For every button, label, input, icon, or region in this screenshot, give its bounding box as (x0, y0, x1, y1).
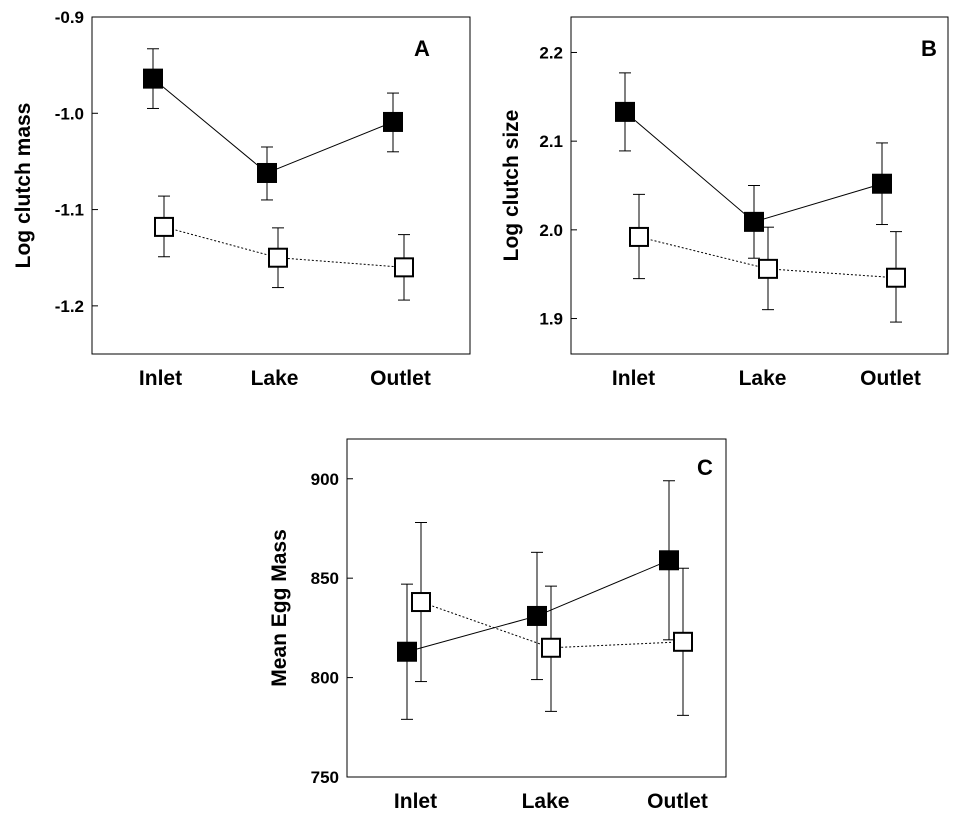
x-category-label: Outlet (647, 790, 708, 813)
x-category-label: Outlet (370, 367, 431, 390)
x-category-label: Inlet (394, 790, 437, 813)
y-tick-label: 800 (311, 669, 339, 688)
panel-letter: B (921, 36, 937, 61)
open-square-marker (541, 637, 561, 658)
filled-square-marker (872, 173, 892, 194)
open-square-marker (394, 257, 414, 278)
series-filled (615, 72, 892, 259)
x-category-label: Lake (522, 790, 570, 813)
panel-a: -0.9 -1.0 -1.1 -1.2 Inlet Lake Outlet Log clutc… (12, 8, 471, 390)
x-category-label: Inlet (139, 367, 182, 390)
y-axis-title: Log clutch size (500, 110, 523, 262)
open-square-marker (758, 258, 778, 279)
series-open (629, 193, 906, 323)
y-tick-label: 850 (311, 569, 339, 588)
filled-square-marker (659, 550, 679, 571)
filled-square-marker (143, 68, 163, 89)
y-tick-label: 2.2 (539, 43, 563, 62)
open-square-marker (268, 247, 288, 268)
filled-square-marker (527, 605, 547, 626)
y-tick-label: -1.1 (55, 201, 84, 220)
x-category-label: Outlet (860, 367, 921, 390)
series-filled (143, 48, 403, 201)
filled-square-marker (615, 101, 635, 122)
open-square-marker (154, 216, 174, 237)
panel-c: 900 850 800 750 Inlet Lake Outlet Mean Egg Mass… (268, 438, 727, 813)
filled-square-marker (397, 641, 417, 662)
open-square-marker (629, 226, 649, 247)
y-axis-title: Log clutch mass (12, 103, 35, 269)
panel-letter: A (414, 36, 430, 61)
y-tick-label: 2.1 (539, 132, 563, 151)
filled-square-marker (383, 111, 403, 132)
x-category-label: Lake (251, 367, 299, 390)
y-tick-label: 2.0 (539, 221, 563, 240)
series-filled (397, 480, 679, 720)
plot-frame (570, 16, 949, 355)
x-category-label: Inlet (612, 367, 655, 390)
y-tick-label: -0.9 (55, 8, 84, 27)
panel-b: 2.2 2.1 2.0 1.9 Inlet Lake Outlet Log clutch si… (500, 16, 949, 390)
y-tick-label: 750 (311, 768, 339, 787)
plot-frame (91, 16, 471, 355)
open-square-marker (673, 631, 693, 652)
series-open (411, 522, 693, 716)
y-tick-label: -1.0 (55, 104, 84, 123)
open-square-marker (411, 592, 431, 613)
filled-square-marker (744, 211, 764, 232)
y-tick-label: 1.9 (539, 310, 563, 329)
x-category-label: Lake (739, 367, 787, 390)
y-tick-label: 900 (311, 470, 339, 489)
series-line (152, 78, 394, 174)
y-axis-title: Mean Egg Mass (268, 529, 291, 687)
filled-square-marker (257, 162, 277, 183)
y-tick-label: -1.2 (55, 297, 84, 316)
panel-letter: C (697, 455, 713, 480)
series-open (154, 195, 414, 301)
open-square-marker (886, 267, 906, 288)
plot-frame (346, 438, 727, 778)
